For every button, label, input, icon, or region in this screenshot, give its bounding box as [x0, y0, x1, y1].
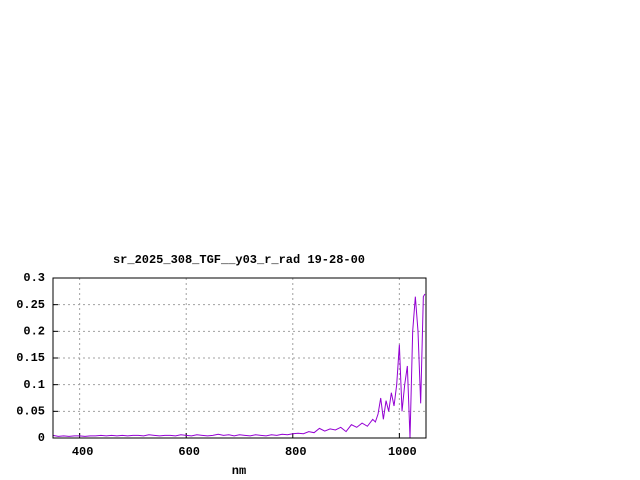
x-tick-label: 800: [285, 445, 307, 459]
y-tick-label: 0.1: [23, 378, 45, 392]
y-tick-label: 0.05: [16, 405, 45, 419]
x-axis-label: nm: [232, 464, 246, 478]
x-tick-label: 1000: [388, 445, 417, 459]
y-tick-label: 0.25: [16, 298, 45, 312]
x-tick-label: 600: [178, 445, 200, 459]
chart-title: sr_2025_308_TGF__y03_r_rad 19-28-00: [113, 253, 365, 267]
plot: [52, 293, 426, 439]
grid: [53, 277, 426, 439]
plot-frame: [52, 277, 427, 439]
x-tick-label: 400: [72, 445, 94, 459]
y-tick-label: 0.2: [23, 325, 45, 339]
y-tick-label: 0.15: [16, 351, 45, 365]
y-tick-label: 0: [38, 431, 45, 445]
data-line: [52, 293, 426, 439]
y-tick-label: 0.3: [23, 271, 45, 285]
